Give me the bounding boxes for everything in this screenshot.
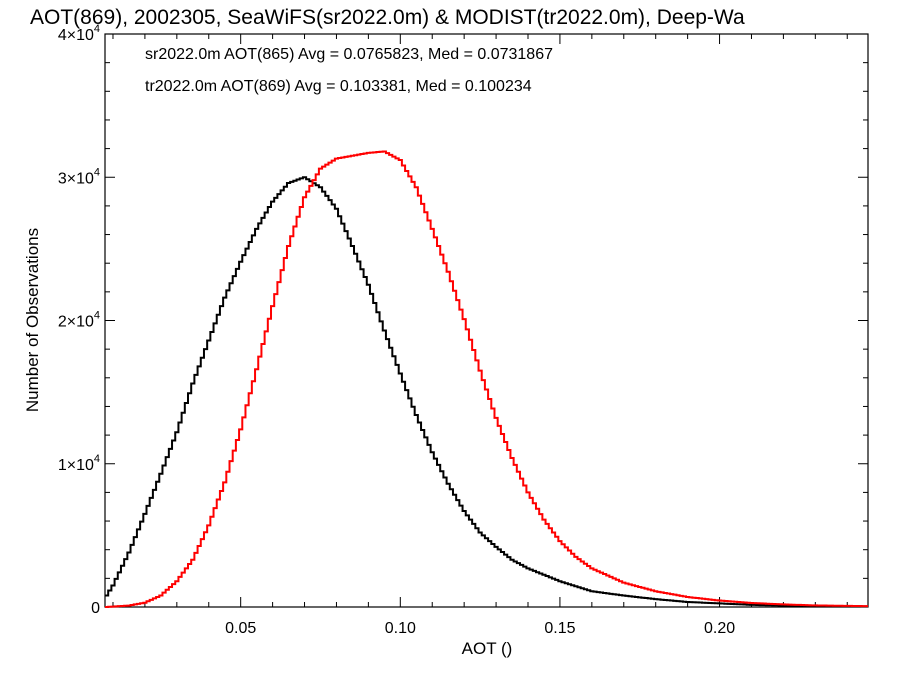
series-line-red (105, 150, 868, 608)
series-layer (105, 150, 868, 608)
y-tick-label: 4×104 (58, 23, 100, 44)
x-tick-label: 0.10 (385, 620, 416, 637)
x-tick-label: 0.20 (704, 620, 735, 637)
y-axis-label: Number of Observations (23, 228, 42, 412)
series-line-black (105, 176, 868, 608)
annotation-red-series: tr2022.0m AOT(869) Avg = 0.103381, Med =… (145, 78, 532, 95)
chart-title: AOT(869), 2002305, SeaWiFS(sr2022.0m) & … (30, 6, 745, 29)
x-axis: 0.05 0.10 0.15 0.20 (112, 34, 848, 637)
annotation-black-series: sr2022.0m AOT(865) Avg = 0.0765823, Med … (145, 46, 553, 63)
x-tick-label: 0.15 (544, 620, 575, 637)
y-tick-label: 3×104 (58, 166, 100, 187)
y-tick-label: 2×104 (58, 310, 100, 331)
y-tick-label: 1×104 (58, 453, 100, 474)
y-tick-label: 0 (91, 600, 100, 617)
plot-frame (104, 33, 869, 608)
y-axis: 0 1×104 2×104 3×104 4×104 (58, 23, 868, 617)
x-axis-label: AOT () (462, 639, 513, 658)
x-tick-label: 0.05 (225, 620, 256, 637)
